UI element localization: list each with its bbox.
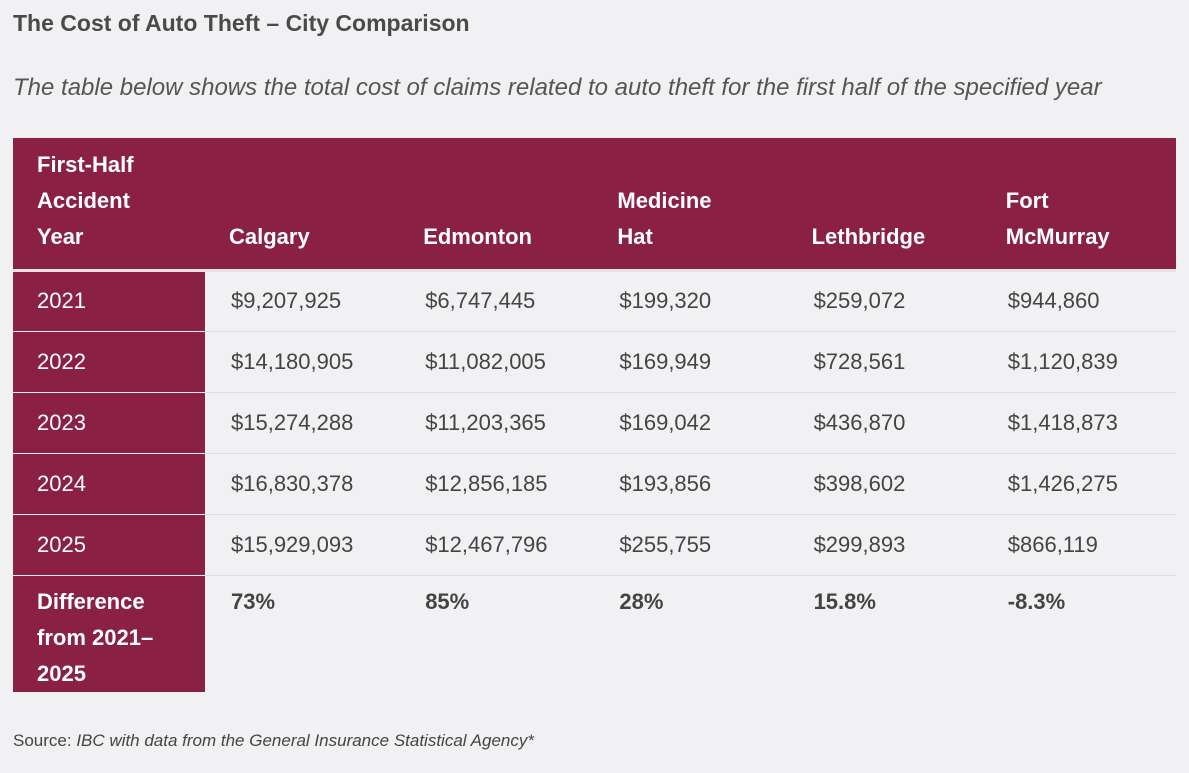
- header-cell: Fort McMurray: [981, 138, 1176, 272]
- cost-cell: $1,426,275: [981, 453, 1176, 515]
- cost-cell: $1,120,839: [981, 331, 1176, 393]
- difference-cell: 85%: [425, 588, 470, 614]
- cost-cell: $9,207,925: [205, 270, 400, 332]
- year-cell: 2021: [13, 270, 205, 332]
- cost-cell: $944,860: [981, 270, 1176, 332]
- header-label: Edmonton: [423, 223, 532, 249]
- table-row: 2021 $9,207,925 $6,747,445 $199,320 $259,072…: [13, 270, 1176, 332]
- difference-cell: -8.3%: [1007, 588, 1066, 614]
- header-cell: Calgary: [205, 138, 400, 272]
- subtitle: The table below shows the total cost of …: [13, 74, 1102, 101]
- cost-cell: $436,870: [787, 392, 982, 454]
- cost-cell: $299,893: [787, 514, 982, 576]
- header-cell: First-Half Accident Year: [13, 138, 205, 272]
- header-cell: Medicine Hat: [593, 138, 788, 272]
- cost-cell: $259,072: [787, 270, 982, 332]
- year-cell: 2024: [13, 453, 205, 515]
- cost-cell: $15,274,288: [205, 392, 400, 454]
- year-cell: 2023: [13, 392, 205, 454]
- cost-cell: $866,119: [981, 514, 1176, 576]
- cost-table: First-Half Accident Year Calgary Edmonton M…: [13, 138, 1176, 692]
- cost-cell: $15,929,093: [205, 514, 400, 576]
- cost-cell: $169,042: [593, 392, 788, 454]
- footer-label: Difference from 2021–2025: [37, 588, 154, 686]
- cost-cell: $199,320: [593, 270, 788, 332]
- year-cell: 2022: [13, 331, 205, 393]
- cost-cell: $14,180,905: [205, 331, 400, 393]
- cost-cell: $728,561: [787, 331, 982, 393]
- source-text: IBC with data from the General Insurance…: [76, 731, 534, 750]
- header-cell: Edmonton: [399, 138, 594, 272]
- title: The Cost of Auto Theft – City Comparison: [13, 10, 470, 36]
- footer-row: Difference from 2021–2025 73% 85% 28% 15.8% -…: [13, 575, 1176, 692]
- header-label: First-Half Accident Year: [37, 151, 134, 249]
- header-label: Lethbridge: [811, 223, 926, 249]
- cost-cell: $169,949: [593, 331, 788, 393]
- table-row: 2025 $15,929,093 $12,467,796 $255,755 $299,8…: [13, 514, 1176, 576]
- cost-cell: $193,856: [593, 453, 788, 515]
- table-row: 2023 $15,274,288 $11,203,365 $169,042 $436,8…: [13, 392, 1176, 454]
- year-cell: 2025: [13, 514, 205, 576]
- table-body: 2021 $9,207,925 $6,747,445 $199,320 $259,072…: [13, 270, 1176, 692]
- cost-cell: $6,747,445: [399, 270, 594, 332]
- header-label: Fort McMurray: [1005, 187, 1110, 249]
- header-cell: Lethbridge: [787, 138, 982, 272]
- cost-cell: $1,418,873: [981, 392, 1176, 454]
- header-label: Medicine Hat: [617, 187, 712, 249]
- footer-label-cell: Difference from 2021–2025: [13, 575, 205, 692]
- cost-cell: $11,203,365: [399, 392, 594, 454]
- header-row: First-Half Accident Year Calgary Edmonton M…: [13, 138, 1176, 272]
- difference-cell: 15.8%: [813, 588, 876, 614]
- source-label: Source:: [13, 731, 72, 750]
- cost-cell: $12,467,796: [399, 514, 594, 576]
- cost-cell: $12,856,185: [399, 453, 594, 515]
- difference-cell: 28%: [619, 588, 664, 614]
- cost-cell: $11,082,005: [399, 331, 594, 393]
- cost-cell: $255,755: [593, 514, 788, 576]
- difference-cell: 73%: [231, 588, 276, 614]
- table-header: First-Half Accident Year Calgary Edmonton M…: [13, 138, 1176, 272]
- table-row: 2022 $14,180,905 $11,082,005 $169,949 $728,5…: [13, 331, 1176, 393]
- cost-cell: $16,830,378: [205, 453, 400, 515]
- source: Source: IBC with data from the General I…: [13, 731, 534, 751]
- table-row: 2024 $16,830,378 $12,856,185 $193,856 $398,6…: [13, 453, 1176, 515]
- header-label: Calgary: [229, 223, 310, 249]
- cost-cell: $398,602: [787, 453, 982, 515]
